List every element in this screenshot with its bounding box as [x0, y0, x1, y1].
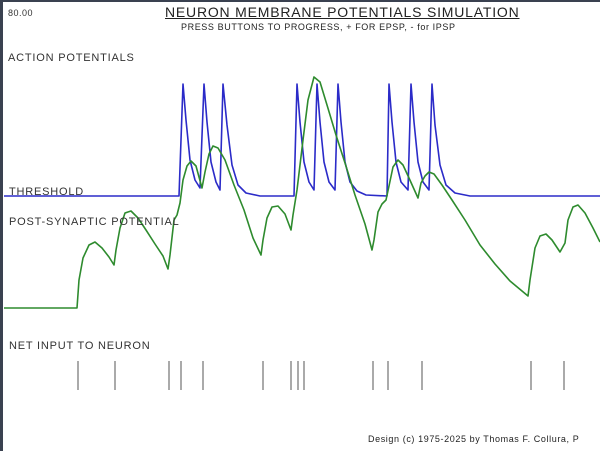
post-synaptic-potential-trace	[4, 76, 600, 309]
left-frame-border	[0, 0, 3, 451]
action-potentials-label: ACTION POTENTIALS	[8, 52, 135, 64]
value-readout: 80.00	[8, 8, 34, 18]
psp-label: POST-SYNAPTIC POTENTIAL	[9, 216, 180, 228]
net-input-ticks	[77, 361, 565, 390]
net-input-label: NET INPUT TO NEURON	[9, 340, 151, 352]
action-potential-trace	[4, 83, 600, 197]
copyright-credit: Design (c) 1975-2025 by Thomas F. Collur…	[368, 434, 580, 444]
instructions-subtitle: PRESS BUTTONS TO PROGRESS, + FOR EPSP, -…	[181, 22, 456, 32]
page-title: NEURON MEMBRANE POTENTIALS SIMULATION	[165, 4, 520, 20]
top-frame-border	[0, 0, 600, 2]
threshold-label: THRESHOLD	[9, 186, 85, 198]
